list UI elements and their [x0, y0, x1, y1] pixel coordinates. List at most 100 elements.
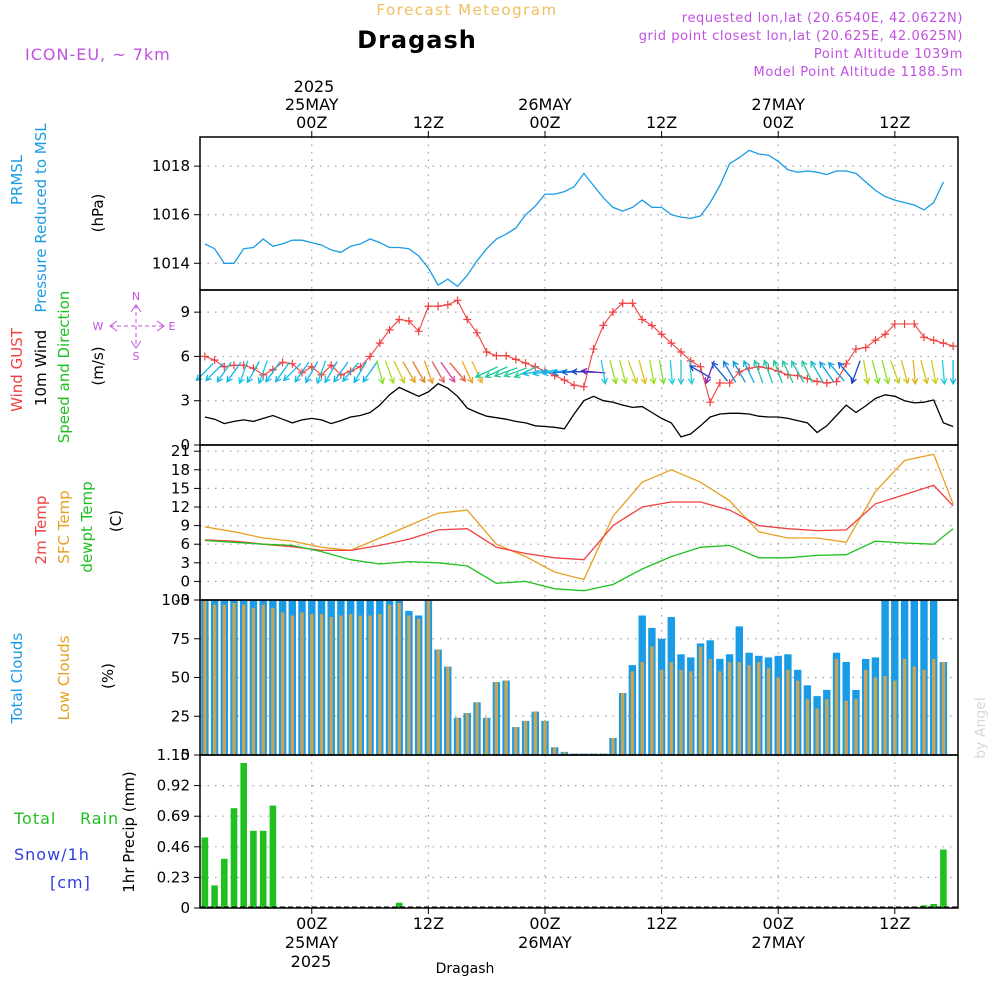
- wind-direction-arrow: [216, 361, 232, 383]
- compass-legend: N S W E: [93, 290, 176, 363]
- gust-marker: [210, 356, 219, 365]
- wind-direction-arrow: [850, 360, 861, 385]
- wind-direction-arrow: [246, 361, 260, 384]
- gust-marker: [842, 359, 851, 368]
- bottom-hour-label: 00Z: [529, 914, 560, 933]
- gridpoint-coords: grid point closest lon,lat (20.625E, 42.…: [639, 29, 963, 44]
- pressure-ytick-label: 1016: [152, 206, 190, 224]
- gust-marker: [813, 377, 822, 386]
- low-clouds-bar: [271, 607, 275, 756]
- temperature-ytick-label: 18: [171, 461, 190, 479]
- low-clouds-bar: [232, 603, 236, 755]
- low-clouds-bar: [786, 669, 790, 756]
- rain-bar: [259, 830, 267, 908]
- low-clouds-bar: [708, 658, 712, 755]
- low-clouds-bar: [514, 727, 518, 755]
- wind-direction-arrow: [274, 361, 291, 383]
- rain-bar: [201, 837, 209, 908]
- low-clouds-bar: [698, 646, 703, 755]
- top-hour-label: 00Z: [529, 113, 560, 132]
- top-hour-label: 00Z: [763, 113, 794, 132]
- wind-direction-arrow: [668, 359, 676, 386]
- low-clouds-bar: [436, 649, 440, 755]
- wind-ytick-label: 6: [180, 347, 190, 365]
- wind-direction-arrow: [342, 362, 359, 383]
- low-clouds-bar: [494, 682, 499, 755]
- gust-marker: [628, 299, 637, 308]
- wind-direction-arrow: [911, 359, 919, 386]
- precip-label-cm: [cm]: [50, 873, 91, 892]
- pressure-ytick-label: 1018: [152, 157, 190, 175]
- wind-direction-arrow: [687, 359, 695, 386]
- wind-direction-arrow: [791, 360, 805, 383]
- gust-marker: [453, 296, 462, 305]
- low-clouds-bar: [902, 658, 907, 755]
- low-clouds-bar: [319, 614, 324, 755]
- low-clouds-bar: [485, 717, 489, 755]
- low-clouds-bar: [310, 614, 314, 755]
- precip-ytick-label: 0.69: [157, 807, 190, 825]
- wind-direction-arrow: [474, 366, 498, 379]
- wind-direction-arrow: [362, 361, 378, 383]
- wind-direction-arrow: [580, 367, 606, 375]
- wind-direction-arrow: [722, 360, 737, 383]
- location-title: Dragash: [357, 26, 477, 54]
- clouds-label-total: Total Clouds: [8, 633, 26, 725]
- gust-marker: [230, 361, 239, 370]
- top-hour-label: 12Z: [646, 113, 677, 132]
- clouds-ytick-label: 100: [161, 591, 190, 609]
- wind-ytick-label: 0: [180, 436, 190, 454]
- wind-ytick-label: 3: [180, 392, 190, 410]
- low-clouds-bar: [523, 720, 528, 755]
- dewpt-line: [204, 528, 954, 592]
- rain-bar: [230, 808, 238, 908]
- low-clouds-bar: [796, 680, 800, 755]
- wind-direction-arrow: [638, 360, 648, 385]
- wind-direction-arrow: [376, 360, 385, 385]
- wind-direction-arrow: [265, 361, 281, 383]
- gust-marker: [696, 362, 705, 371]
- pressure-label-unit: (hPa): [89, 194, 107, 233]
- point-altitude: Point Altitude 1039m: [814, 47, 963, 62]
- low-clouds-bar: [932, 658, 936, 755]
- wind-direction-arrow: [949, 359, 957, 386]
- bottom-date-label: 26MAY: [518, 933, 572, 952]
- pressure-label-prmsl: PRMSL: [8, 154, 26, 205]
- wind-direction-arrow: [431, 361, 445, 384]
- low-clouds-bar: [941, 662, 946, 755]
- low-clouds-bar: [659, 669, 664, 756]
- low-clouds-bar: [339, 615, 343, 755]
- low-clouds-bar: [864, 669, 868, 756]
- temperature-ytick-label: 0: [180, 572, 190, 590]
- wind-direction-arrow: [449, 362, 467, 383]
- gust-marker: [404, 317, 413, 325]
- gust-marker: [443, 300, 452, 309]
- wind-direction-arrow: [205, 362, 224, 382]
- requested-coords: requested lon,lat (20.6540E, 42.0622N): [682, 11, 963, 26]
- gust-marker: [463, 315, 472, 324]
- gust-marker: [375, 339, 384, 348]
- low-clouds-bar: [854, 699, 858, 755]
- wind-direction-arrow: [890, 360, 901, 385]
- rain-bar: [395, 902, 403, 908]
- gust-marker: [502, 351, 511, 360]
- gust-marker: [939, 339, 948, 348]
- low-clouds-bar: [912, 666, 916, 755]
- wind-direction-arrow: [810, 360, 824, 383]
- gust-marker: [366, 352, 375, 361]
- sfc-temp-line: [204, 453, 954, 581]
- wind-direction-arrow: [819, 360, 835, 383]
- low-clouds-bar: [426, 600, 431, 755]
- wind-direction-arrow: [384, 360, 396, 385]
- wind-direction-arrow: [658, 359, 667, 386]
- gust-marker: [871, 336, 880, 345]
- low-clouds-bar: [640, 662, 644, 755]
- low-clouds-bar: [212, 604, 217, 755]
- gust-marker: [677, 348, 686, 356]
- low-clouds-bar: [737, 662, 741, 755]
- wind-direction-arrow: [195, 362, 214, 382]
- svg-text:W: W: [93, 320, 104, 333]
- gust-marker: [589, 345, 598, 354]
- wind-direction-arrow: [753, 359, 764, 384]
- gust-marker: [385, 325, 394, 334]
